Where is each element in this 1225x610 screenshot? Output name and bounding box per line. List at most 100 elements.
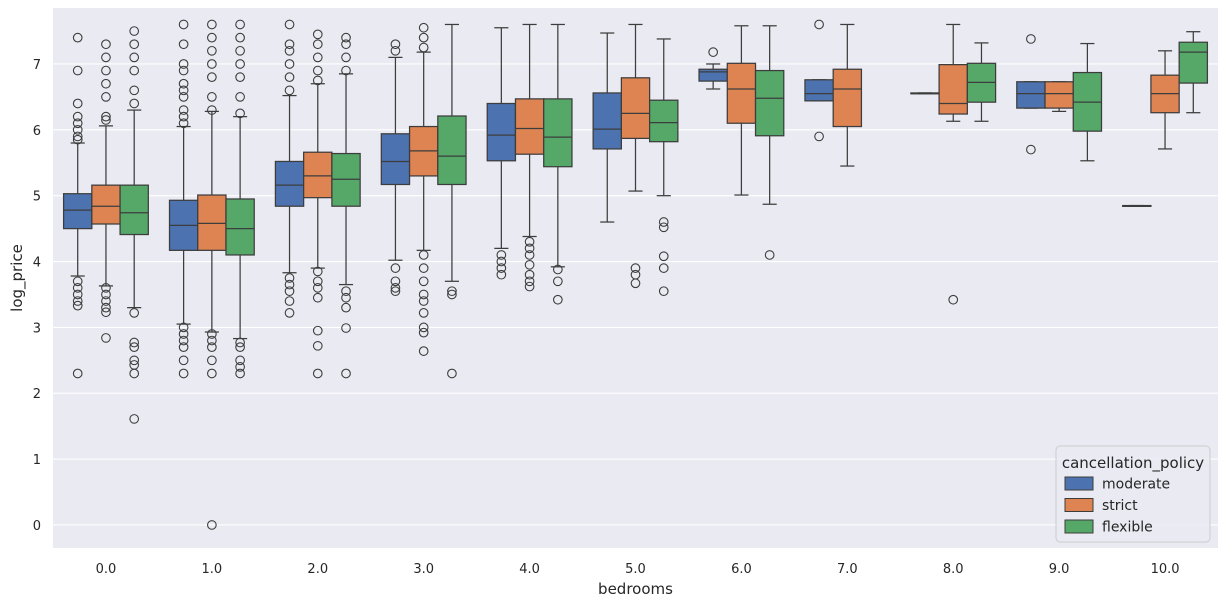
- box-flexible-6.0: [754, 25, 785, 260]
- outlier-point: [235, 59, 245, 69]
- outlier-point: [129, 65, 140, 76]
- outlier-point: [101, 111, 111, 122]
- x-tick-label: 1.0: [202, 562, 223, 577]
- box-flexible-4.0: [543, 23, 573, 305]
- x-tick-label: 8.0: [943, 562, 964, 577]
- box-moderate-9.0: [1016, 34, 1046, 155]
- box-iqr: [832, 68, 863, 128]
- outlier-point: [207, 335, 217, 346]
- outlier-point: [235, 92, 245, 102]
- outlier-point: [72, 65, 83, 76]
- x-tick-label: 5.0: [625, 562, 646, 577]
- outlier-point: [72, 283, 83, 293]
- outlier-point: [418, 276, 429, 287]
- outlier-point: [524, 276, 535, 287]
- outlier-point: [390, 263, 401, 273]
- outlier-point: [284, 279, 295, 290]
- outlier-point: [178, 105, 189, 115]
- outlier-point: [235, 355, 245, 366]
- outlier-point: [101, 52, 111, 63]
- outlier-point: [341, 368, 351, 379]
- outlier-point: [72, 98, 83, 109]
- box-flexible-5.0: [648, 38, 679, 297]
- outlier-point: [207, 342, 217, 352]
- outlier-point: [312, 266, 323, 277]
- box-iqr: [380, 133, 411, 186]
- outlier-point: [708, 47, 719, 57]
- outlier-point: [101, 39, 111, 50]
- box-moderate-2.0: [274, 19, 305, 318]
- outlier-point: [390, 39, 401, 50]
- y-axis-label: log_price: [8, 244, 27, 312]
- outlier-point: [207, 520, 217, 530]
- y-tick-label: 2: [33, 387, 41, 402]
- outlier-point: [418, 22, 429, 33]
- grid-lines: [53, 63, 1218, 526]
- outlier-point: [284, 296, 295, 306]
- outlier-point: [284, 39, 295, 50]
- outlier-point: [284, 59, 295, 69]
- outlier-point: [129, 337, 140, 348]
- outlier-point: [72, 368, 83, 379]
- x-tick-label: 9.0: [1049, 562, 1070, 577]
- outlier-point: [235, 72, 245, 82]
- outlier-point: [341, 65, 351, 76]
- outlier-point: [235, 342, 245, 352]
- outlier-point: [101, 296, 111, 306]
- legend-title: cancellation_policy: [1062, 454, 1204, 473]
- outlier-point: [129, 414, 140, 424]
- box-moderate-4.0: [486, 27, 517, 280]
- outlier-point: [207, 45, 217, 56]
- box-iqr: [274, 160, 305, 207]
- outlier-point: [341, 39, 351, 50]
- box-iqr: [1016, 81, 1046, 109]
- box-iqr: [514, 98, 545, 155]
- box-strict-10.0: [1150, 50, 1180, 150]
- outlier-point: [129, 98, 140, 109]
- outlier-point: [447, 286, 457, 297]
- outlier-point: [418, 346, 429, 356]
- outlier-point: [312, 325, 323, 336]
- outlier-point: [418, 327, 429, 338]
- outlier-point: [312, 368, 323, 379]
- outlier-point: [284, 85, 295, 96]
- box-iqr: [648, 99, 679, 143]
- outlier-point: [207, 59, 217, 69]
- outlier-point: [235, 362, 245, 372]
- x-tick-label: 7.0: [837, 562, 858, 577]
- outlier-point: [630, 278, 641, 289]
- x-axis-label: bedrooms: [598, 580, 673, 598]
- outlier-point: [390, 283, 401, 293]
- outlier-point: [496, 263, 507, 273]
- outlier-point: [496, 269, 507, 280]
- outlier-point: [1026, 144, 1036, 155]
- outlier-point: [207, 92, 217, 102]
- box-iqr: [437, 115, 467, 186]
- outlier-point: [235, 45, 245, 56]
- box-flexible-9.0: [1072, 42, 1103, 162]
- box-strict-3.0: [408, 22, 439, 356]
- box-moderate-5.0: [592, 32, 623, 223]
- outlier-point: [764, 250, 775, 260]
- y-tick-label: 0: [33, 519, 41, 534]
- box-iqr: [331, 152, 361, 207]
- outlier-point: [524, 236, 535, 247]
- y-tick-label: 7: [33, 58, 41, 73]
- x-tick-label: 3.0: [413, 562, 434, 577]
- outlier-point: [418, 289, 429, 300]
- outlier-point: [312, 52, 323, 63]
- outlier-point: [948, 294, 959, 305]
- y-tick-label: 6: [33, 124, 41, 139]
- box-iqr: [1044, 81, 1074, 109]
- outlier-point: [390, 45, 401, 56]
- box-iqr: [91, 184, 121, 225]
- box-moderate-0.0: [62, 32, 93, 379]
- outlier-point: [178, 85, 189, 96]
- legend-frame: [1055, 445, 1211, 543]
- outlier-point: [207, 105, 217, 115]
- outlier-point: [235, 108, 245, 119]
- outlier-point: [312, 340, 323, 351]
- outlier-point: [101, 115, 111, 125]
